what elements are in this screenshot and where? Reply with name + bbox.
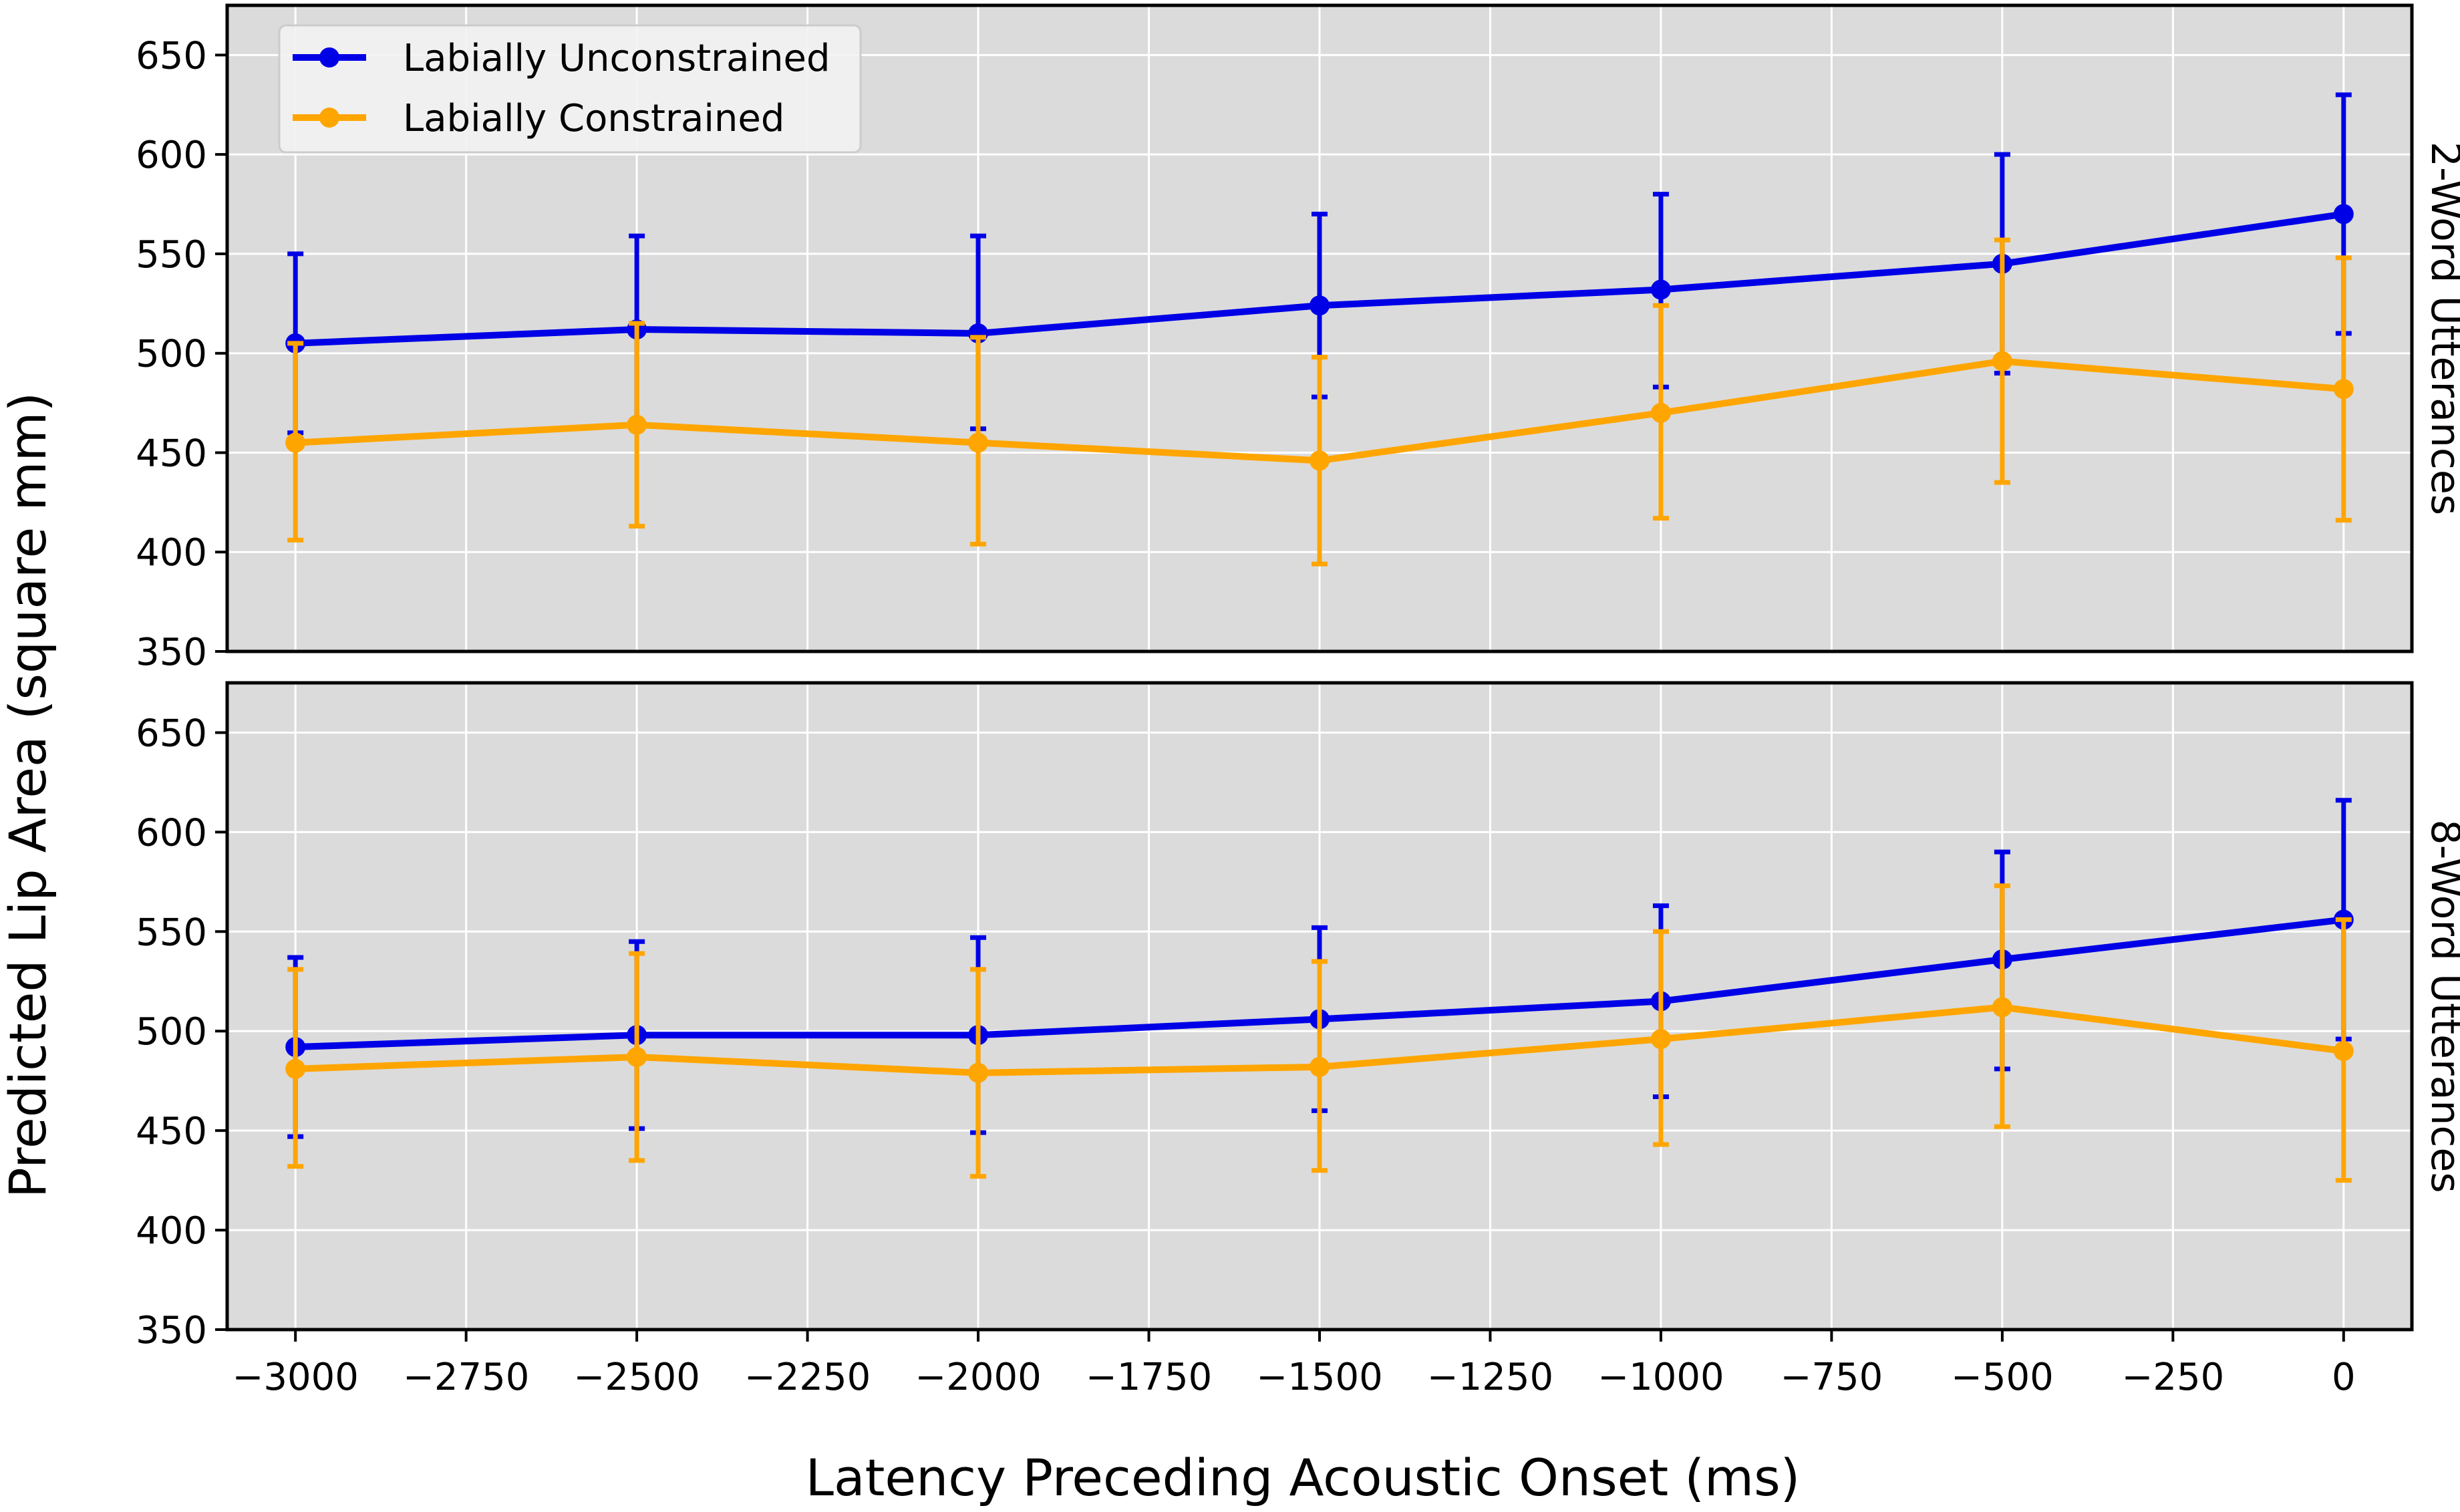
data-point <box>2333 379 2354 400</box>
x-axis: −3000 −2750 −2500 −2250 −2000 −1750 −1500 −1250… <box>232 1330 2356 1399</box>
y-tick-label: 350 <box>136 631 207 674</box>
data-point <box>627 414 647 435</box>
data-point <box>285 1058 306 1079</box>
data-point <box>968 1062 989 1083</box>
legend-label-constrained: Labially Constrained <box>403 97 784 140</box>
data-point <box>1650 279 1671 300</box>
legend-marker-unconstrained <box>319 47 339 67</box>
data-point <box>1650 1029 1671 1050</box>
facet-label: 2-Word Utterances <box>2422 142 2460 515</box>
y-tick-label: 400 <box>136 531 207 575</box>
data-point <box>2333 204 2354 224</box>
legend: Labially Unconstrained Labially Constrain… <box>278 24 862 154</box>
y-tick-label: 550 <box>136 233 207 277</box>
x-tick-label: −2500 <box>573 1356 700 1399</box>
legend-marker-constrained <box>319 108 339 128</box>
x-tick-label: −1000 <box>1597 1356 1724 1399</box>
data-point <box>1650 402 1671 423</box>
series-constrained <box>285 237 2354 567</box>
y-tick-label: 500 <box>136 333 207 376</box>
x-tick-label: −2000 <box>915 1356 1041 1399</box>
y-tick-label: 450 <box>136 1110 207 1153</box>
x-tick-label: 0 <box>2332 1356 2356 1399</box>
x-tick-label: −1250 <box>1427 1356 1553 1399</box>
legend-box <box>278 24 862 154</box>
x-tick-label: −3000 <box>232 1356 358 1399</box>
series-constrained <box>285 883 2354 1183</box>
data-point <box>1992 351 2012 371</box>
x-tick-label: −250 <box>2121 1356 2224 1399</box>
y-tick-label: 450 <box>136 432 207 475</box>
data-point <box>1310 450 1330 471</box>
x-tick-label: −2750 <box>403 1356 529 1399</box>
panels-layer: 350 400 450 500 550 600 650 2-Word Utterances 35… <box>136 3 2460 1352</box>
facet-label: 8-Word Utterances <box>2422 819 2460 1193</box>
data-point <box>285 432 306 453</box>
data-point <box>1310 1056 1330 1077</box>
x-tick-label: −2250 <box>744 1356 871 1399</box>
x-axis-title: Latency Preceding Acoustic Onset (ms) <box>806 1448 1801 1507</box>
x-tick-label: −750 <box>1781 1356 1883 1399</box>
data-point <box>2333 1041 2354 1062</box>
y-tick-label: 600 <box>136 134 207 177</box>
data-point <box>1992 997 2012 1018</box>
y-axis-title: Predicted Lip Area (square mm) <box>0 392 57 1198</box>
y-tick-label: 550 <box>136 911 207 954</box>
panel-2: 350 400 450 500 550 600 650 8-Word Utterances <box>136 681 2460 1352</box>
x-tick-label: −1750 <box>1086 1356 1212 1399</box>
y-tick-label: 350 <box>136 1309 207 1352</box>
data-point <box>1310 295 1330 316</box>
legend-label-unconstrained: Labially Unconstrained <box>403 37 830 80</box>
y-tick-label: 400 <box>136 1209 207 1253</box>
x-tick-label: −500 <box>1951 1356 2054 1399</box>
x-tick-label: −1500 <box>1256 1356 1382 1399</box>
data-point <box>627 1046 647 1067</box>
y-tick-label: 500 <box>136 1010 207 1054</box>
y-tick-label: 650 <box>136 34 207 78</box>
panel-frame <box>225 3 2414 653</box>
y-tick-label: 600 <box>136 811 207 855</box>
data-point <box>968 432 989 453</box>
y-tick-label: 650 <box>136 712 207 755</box>
